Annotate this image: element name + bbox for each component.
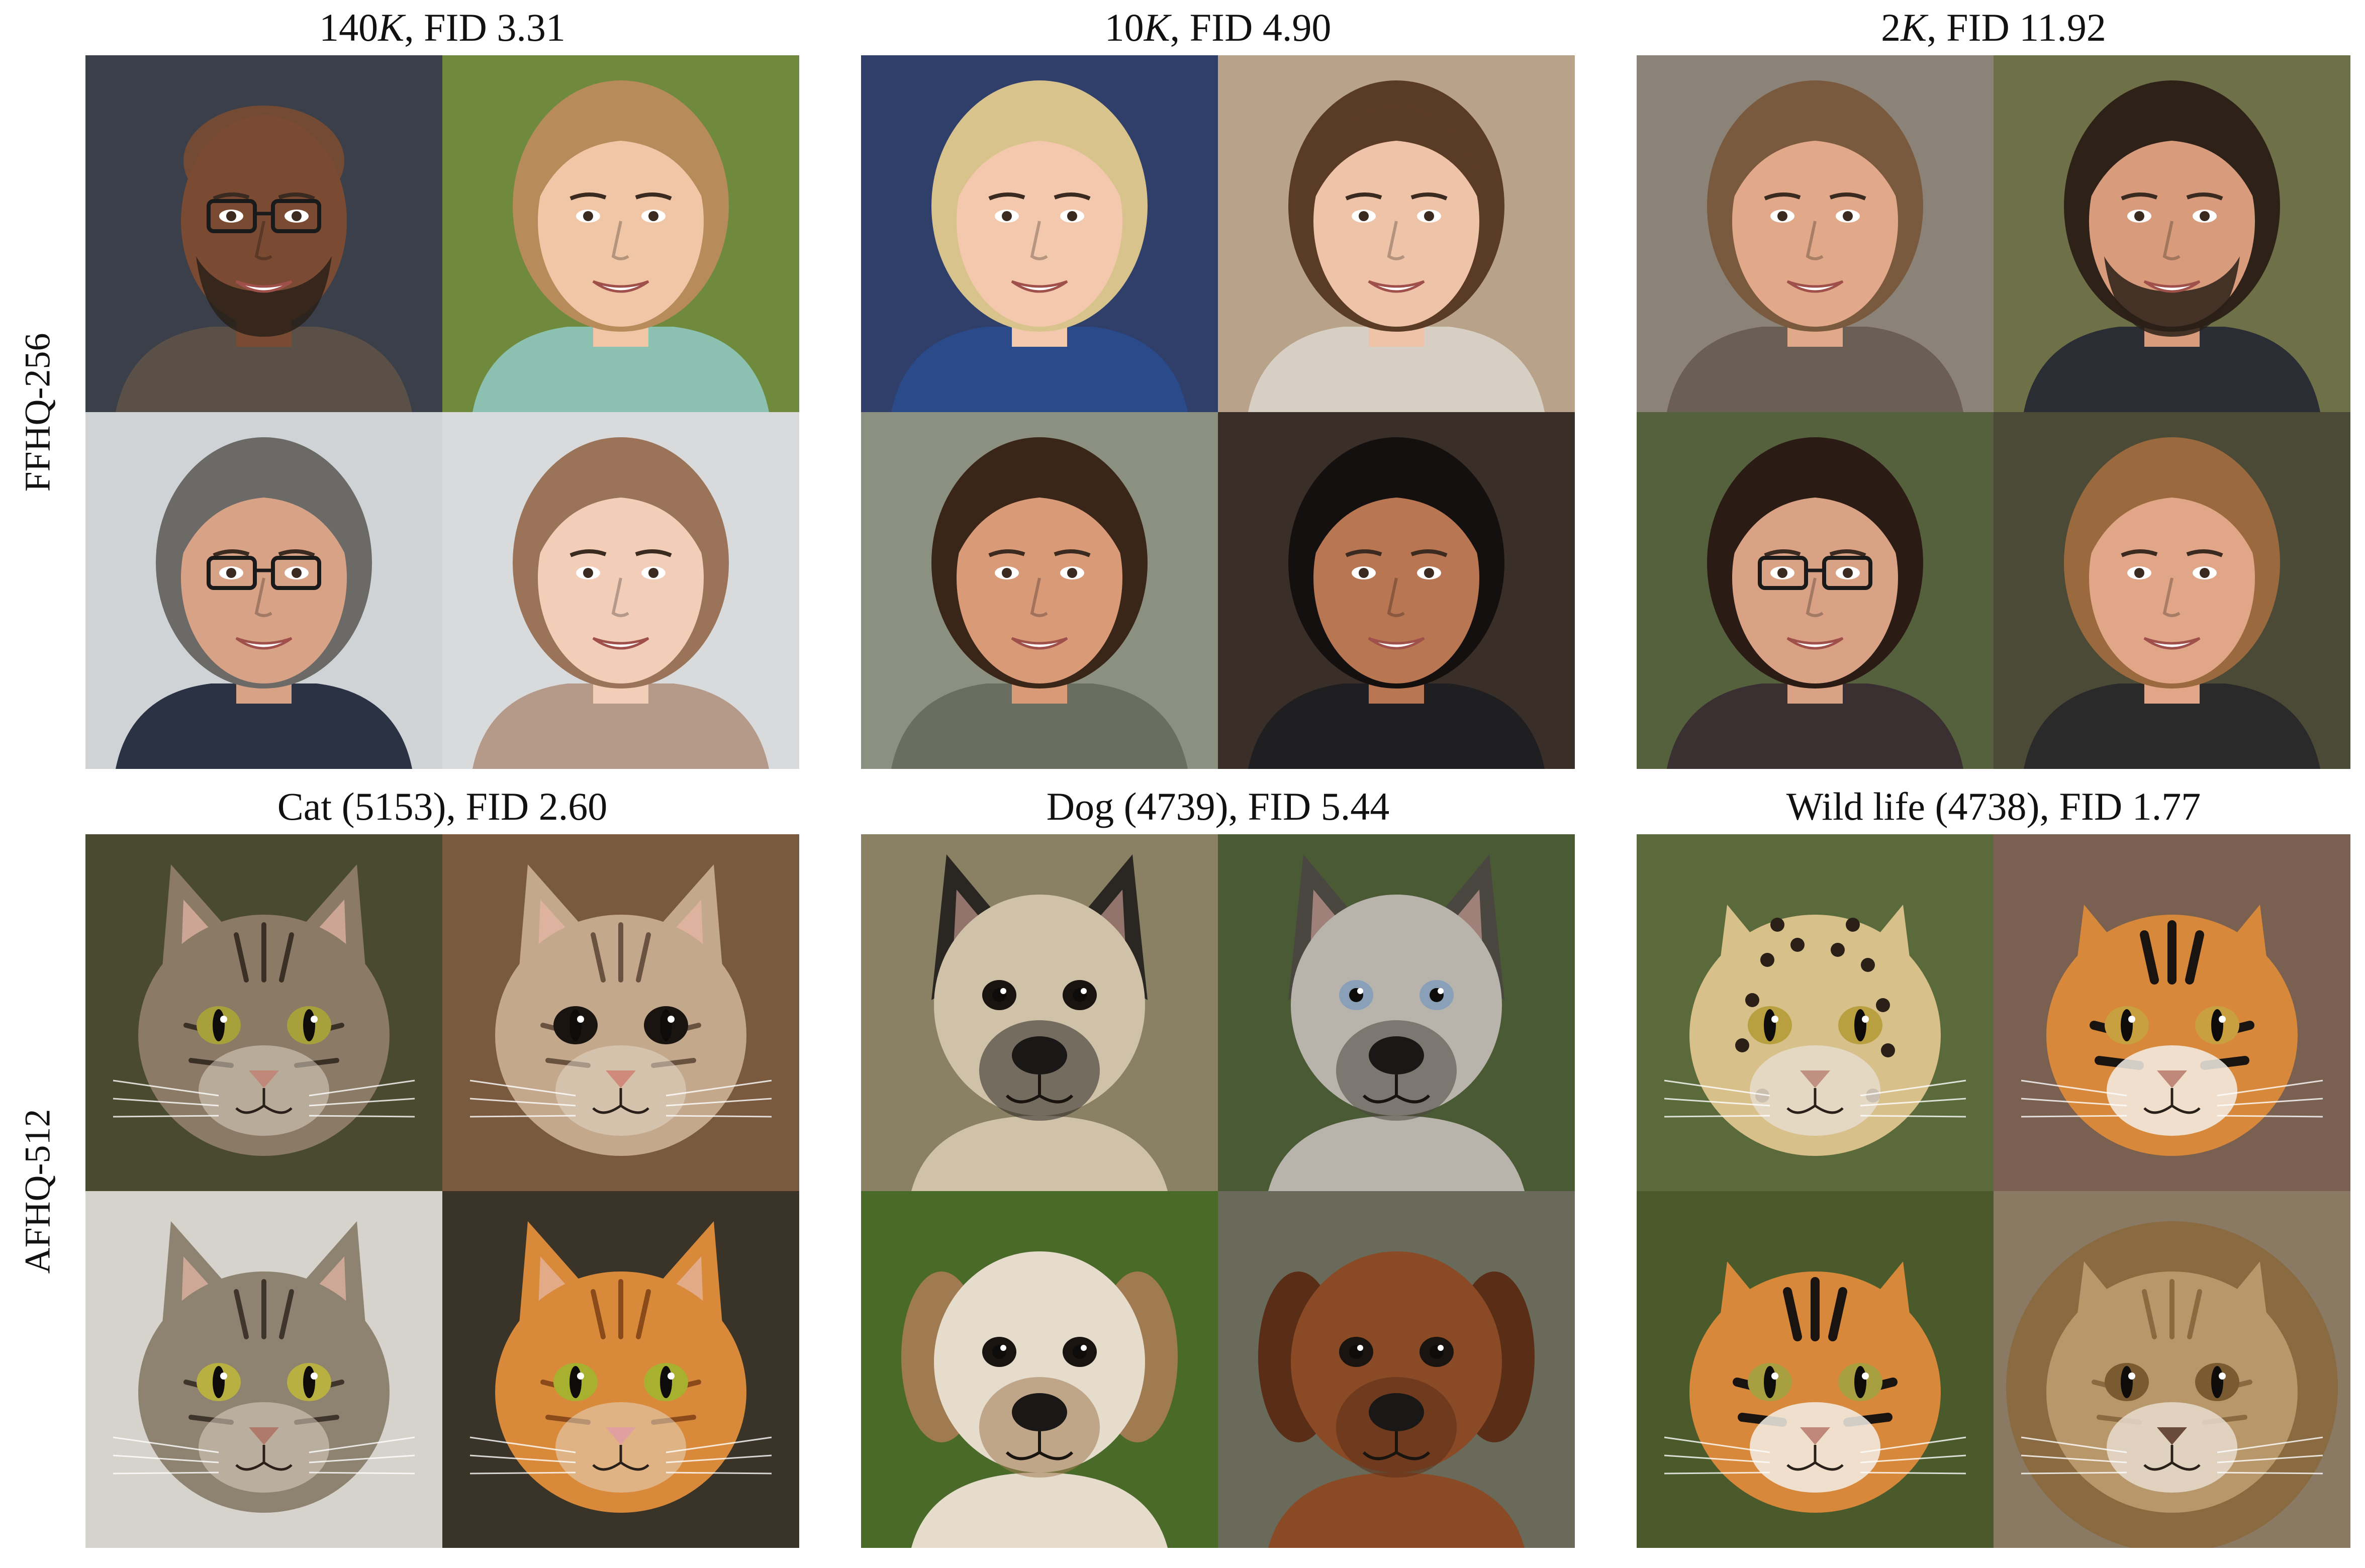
generated-sample-image bbox=[442, 55, 799, 412]
generated-sample-image bbox=[85, 834, 442, 1191]
panel-title: Dog (4739), FID 5.44 bbox=[861, 779, 1575, 834]
generated-sample-image bbox=[442, 412, 799, 769]
cat-image bbox=[442, 1191, 799, 1548]
sample-panel: 140K, FID 3.31 bbox=[85, 0, 799, 769]
panel-title: Wild life (4738), FID 1.77 bbox=[1637, 779, 2350, 834]
generated-sample-image bbox=[1637, 55, 1994, 412]
generated-sample-image bbox=[1637, 1191, 1994, 1548]
human-face-image bbox=[1994, 412, 2350, 769]
panel-title-text: 10 bbox=[1104, 6, 1144, 49]
generated-sample-image bbox=[85, 412, 442, 769]
panel-title-fid: , FID 4.90 bbox=[1170, 6, 1332, 49]
panel-title-fid: , FID 11.92 bbox=[1927, 6, 2106, 49]
generated-sample-image bbox=[1994, 834, 2350, 1191]
leopard-image bbox=[1637, 834, 1994, 1191]
row-label-text: FFHQ-256 bbox=[17, 332, 58, 492]
dog-image bbox=[1218, 1191, 1575, 1548]
sample-panel: Cat (5153), FID 2.60 bbox=[85, 779, 799, 1548]
sample-panel: 2K, FID 11.92 bbox=[1637, 0, 2350, 769]
lion-image bbox=[1994, 1191, 2350, 1548]
generated-sample-image bbox=[1994, 1191, 2350, 1548]
dog-image bbox=[861, 1191, 1218, 1548]
human-face-image bbox=[85, 412, 442, 769]
human-face-image bbox=[442, 55, 799, 412]
sample-grid bbox=[85, 834, 799, 1548]
cat-image bbox=[85, 1191, 442, 1548]
panel-title: 140K, FID 3.31 bbox=[85, 0, 799, 55]
row-label-text: AFHQ-512 bbox=[17, 1108, 58, 1274]
panel-title: Cat (5153), FID 2.60 bbox=[85, 779, 799, 834]
generated-sample-image bbox=[442, 1191, 799, 1548]
human-face-image bbox=[1637, 55, 1994, 412]
panel-title-fid: , FID 3.31 bbox=[404, 6, 565, 49]
panel-title-text: Cat (5153), FID 2.60 bbox=[277, 785, 608, 828]
panel-title: 10K, FID 4.90 bbox=[861, 0, 1575, 55]
generated-sample-image bbox=[861, 1191, 1218, 1548]
generated-sample-image bbox=[1218, 834, 1575, 1191]
human-face-image bbox=[1218, 55, 1575, 412]
panel-title-text: 2 bbox=[1881, 6, 1901, 49]
tiger-image bbox=[1637, 1191, 1994, 1548]
generated-sample-image bbox=[861, 55, 1218, 412]
panel-title-unit: K bbox=[1901, 6, 1927, 49]
tiger-image bbox=[1994, 834, 2350, 1191]
generated-sample-image bbox=[1218, 1191, 1575, 1548]
human-face-image bbox=[861, 55, 1218, 412]
dog-image bbox=[1218, 834, 1575, 1191]
generated-sample-image bbox=[861, 834, 1218, 1191]
human-face-image bbox=[1637, 412, 1994, 769]
panel-title-text: 140 bbox=[319, 6, 379, 49]
generated-sample-image bbox=[442, 834, 799, 1191]
generated-sample-image bbox=[85, 55, 442, 412]
sample-panel: Wild life (4738), FID 1.77 bbox=[1637, 779, 2350, 1548]
row-label-afhq: AFHQ-512 bbox=[0, 834, 75, 1548]
human-face-image bbox=[1218, 412, 1575, 769]
generated-sample-image bbox=[1218, 412, 1575, 769]
sample-grid bbox=[85, 55, 799, 769]
panel-title-unit: K bbox=[378, 6, 405, 49]
generated-sample-image bbox=[1994, 55, 2350, 412]
sample-panel: Dog (4739), FID 5.44 bbox=[861, 779, 1575, 1548]
cat-image bbox=[442, 834, 799, 1191]
human-face-image bbox=[442, 412, 799, 769]
sample-grid bbox=[1637, 55, 2350, 769]
sample-grid bbox=[861, 834, 1575, 1548]
panel-title-unit: K bbox=[1144, 6, 1170, 49]
panel-title: 2K, FID 11.92 bbox=[1637, 0, 2350, 55]
human-face-image bbox=[85, 55, 442, 412]
dog-image bbox=[861, 834, 1218, 1191]
cat-image bbox=[85, 834, 442, 1191]
generated-sample-image bbox=[861, 412, 1218, 769]
human-face-image bbox=[861, 412, 1218, 769]
generated-sample-image bbox=[1637, 412, 1994, 769]
panel-title-text: Wild life (4738), FID 1.77 bbox=[1786, 785, 2201, 828]
generated-sample-image bbox=[1994, 412, 2350, 769]
sample-grid bbox=[1637, 834, 2350, 1548]
row-label-ffhq: FFHQ-256 bbox=[0, 55, 75, 769]
generated-sample-image bbox=[1218, 55, 1575, 412]
generated-sample-image bbox=[85, 1191, 442, 1548]
sample-grid bbox=[861, 55, 1575, 769]
human-face-image bbox=[1994, 55, 2350, 412]
sample-panel: 10K, FID 4.90 bbox=[861, 0, 1575, 769]
generated-sample-image bbox=[1637, 834, 1994, 1191]
panel-title-text: Dog (4739), FID 5.44 bbox=[1046, 785, 1390, 828]
